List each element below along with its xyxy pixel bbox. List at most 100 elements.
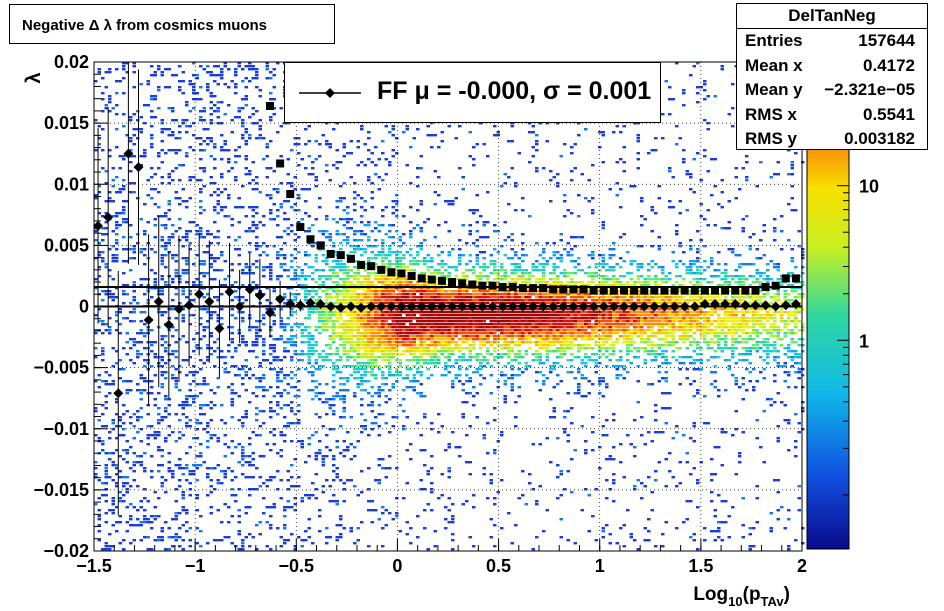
heat-cell	[223, 362, 227, 365]
heat-cell	[325, 542, 329, 545]
heat-cell	[118, 224, 122, 227]
heat-cell	[314, 452, 318, 455]
heat-cell	[356, 341, 360, 344]
heat-cell	[132, 86, 136, 89]
heat-cell	[279, 536, 283, 539]
heat-cell	[297, 197, 301, 200]
heat-cell	[384, 158, 388, 161]
heat-cell	[486, 323, 490, 326]
heat-cell	[311, 389, 315, 392]
heat-cell	[514, 416, 518, 419]
heat-cell	[171, 431, 175, 434]
heat-cell	[461, 287, 465, 290]
heat-cell	[276, 356, 280, 359]
heat-cell	[314, 392, 318, 395]
heat-cell	[360, 521, 364, 524]
heat-cell	[174, 293, 178, 296]
heat-cell	[227, 350, 231, 353]
heat-cell	[258, 137, 262, 140]
heat-cell	[335, 500, 339, 503]
heat-cell	[367, 359, 371, 362]
heat-cell	[419, 299, 423, 302]
heat-cell	[514, 359, 518, 362]
heat-cell	[132, 296, 136, 299]
heat-cell	[346, 266, 350, 269]
heat-cell	[360, 302, 364, 305]
heat-cell	[269, 329, 273, 332]
heat-cell	[132, 362, 136, 365]
heat-cell	[398, 314, 402, 317]
heat-cell	[178, 458, 182, 461]
heat-cell	[104, 293, 108, 296]
heat-cell	[510, 341, 514, 344]
heat-cell	[363, 374, 367, 377]
heat-cell	[447, 125, 451, 128]
heat-cell	[503, 290, 507, 293]
heat-cell	[269, 353, 273, 356]
heat-cell	[265, 167, 269, 170]
heat-cell	[496, 296, 500, 299]
heat-cell	[150, 344, 154, 347]
heat-cell	[437, 272, 441, 275]
heat-cell	[293, 239, 297, 242]
heat-cell	[293, 548, 297, 551]
heat-cell	[377, 251, 381, 254]
heat-cell	[328, 278, 332, 281]
heat-cell	[111, 479, 115, 482]
heat-cell	[461, 341, 465, 344]
heat-cell	[283, 527, 287, 530]
heat-cell	[391, 155, 395, 158]
heat-cell	[444, 527, 448, 530]
heat-cell	[444, 449, 448, 452]
heat-cell	[447, 299, 451, 302]
heat-cell	[335, 524, 339, 527]
heat-cell	[430, 350, 434, 353]
heat-cell	[178, 419, 182, 422]
heat-cell	[300, 440, 304, 443]
heat-cell	[139, 539, 143, 542]
heat-cell	[304, 341, 308, 344]
heat-cell	[276, 413, 280, 416]
heat-cell	[125, 62, 129, 65]
heat-cell	[255, 335, 259, 338]
heat-cell	[521, 260, 525, 263]
heat-cell	[381, 314, 385, 317]
heat-cell	[370, 401, 374, 404]
heat-cell	[472, 494, 476, 497]
heat-cell	[342, 377, 346, 380]
heat-cell	[241, 452, 245, 455]
heat-cell	[521, 269, 525, 272]
heat-cell	[286, 200, 290, 203]
heat-cell	[104, 401, 108, 404]
heat-cell	[272, 308, 276, 311]
heat-cell	[111, 428, 115, 431]
heat-cell	[332, 332, 336, 335]
heat-cell	[402, 425, 406, 428]
heat-cell	[262, 323, 266, 326]
heat-cell	[531, 299, 535, 302]
heat-cell	[356, 248, 360, 251]
heat-cell	[409, 284, 413, 287]
heat-cell	[535, 302, 539, 305]
heat-cell	[272, 320, 276, 323]
heat-cell	[146, 425, 150, 428]
heat-cell	[244, 173, 248, 176]
heat-cell	[321, 401, 325, 404]
heat-cell	[353, 320, 357, 323]
heat-cell	[360, 233, 364, 236]
heat-cell	[517, 311, 521, 314]
heat-cell	[468, 335, 472, 338]
heat-cell	[395, 278, 399, 281]
heat-cell	[468, 461, 472, 464]
heat-cell	[101, 332, 105, 335]
heat-cell	[139, 398, 143, 401]
heat-cell	[426, 266, 430, 269]
heat-cell	[479, 359, 483, 362]
heat-cell	[209, 95, 213, 98]
heat-cell	[318, 275, 322, 278]
heat-cell	[468, 536, 472, 539]
heat-cell	[479, 293, 483, 296]
heat-cell	[475, 239, 479, 242]
heat-cell	[332, 128, 336, 131]
heat-cell	[332, 410, 336, 413]
